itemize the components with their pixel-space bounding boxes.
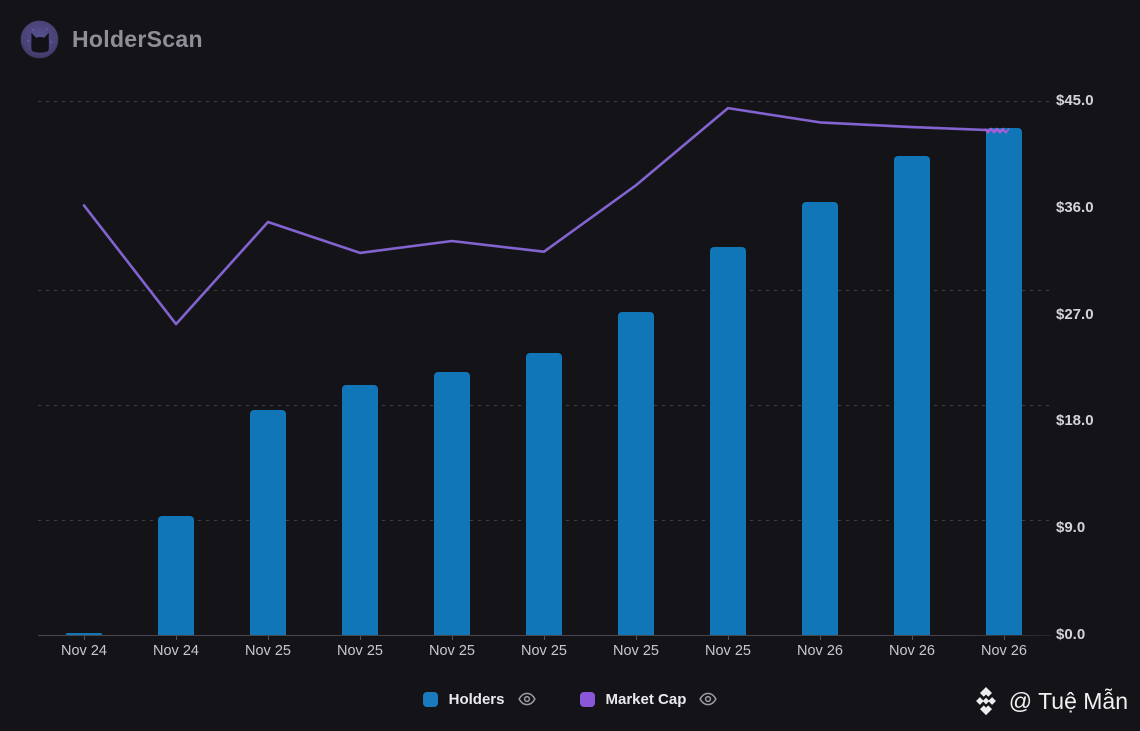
binance-logo-icon — [975, 686, 996, 716]
x-axis-tick — [268, 636, 269, 640]
legend-item-holders[interactable]: Holders — [422, 690, 536, 708]
x-axis-label: Nov 25 — [429, 643, 475, 659]
y-axis-label: $45.0 — [1056, 92, 1094, 109]
x-axis-line — [38, 635, 1051, 636]
y-axis-label: $0.0 — [1056, 626, 1086, 643]
legend-label: Holders — [448, 690, 505, 708]
legend-swatch — [422, 691, 438, 707]
x-axis-tick — [176, 636, 177, 640]
holders-bar[interactable] — [434, 371, 470, 635]
x-axis-label: Nov 26 — [981, 643, 1027, 659]
x-axis-tick — [820, 636, 821, 640]
x-axis-label: Nov 25 — [613, 643, 659, 659]
eye-icon[interactable] — [697, 690, 718, 708]
holders-bar[interactable] — [342, 384, 378, 635]
holders-bar[interactable] — [158, 516, 194, 635]
holders-bar[interactable] — [250, 409, 286, 635]
brand-title: HolderScan — [72, 26, 203, 52]
x-axis-tick — [360, 636, 361, 640]
y-axis-label: $9.0 — [1056, 519, 1086, 537]
x-axis-tick — [912, 636, 913, 640]
holders-bar[interactable] — [802, 201, 838, 635]
x-axis-tick — [728, 636, 729, 640]
legend-swatch — [579, 691, 595, 707]
x-axis-tick — [544, 636, 545, 640]
holders-bar[interactable] — [986, 128, 1022, 635]
x-axis-tick — [636, 636, 637, 640]
x-axis-label: Nov 24 — [153, 643, 199, 659]
legend-item-market-cap[interactable]: Market Cap — [579, 690, 718, 708]
holders-bar[interactable] — [526, 352, 562, 635]
x-axis-label: Nov 25 — [705, 643, 751, 659]
holders-bar[interactable] — [894, 155, 930, 635]
market-cap-line[interactable] — [82, 106, 1006, 326]
x-axis-label: Nov 25 — [245, 643, 291, 659]
x-axis-tick — [452, 636, 453, 640]
x-axis-label: Nov 26 — [797, 643, 843, 659]
gridline — [38, 101, 1050, 102]
holderscan-cat-logo-icon — [20, 20, 59, 59]
holders-bar[interactable] — [66, 632, 102, 635]
chart-legend: Holders Market Cap — [0, 690, 1140, 708]
watermark-handle: @ Tuệ Mẫn — [1008, 687, 1128, 714]
eye-icon[interactable] — [516, 690, 536, 708]
y-axis-label: $36.0 — [1056, 198, 1094, 216]
x-axis-label: Nov 26 — [889, 643, 935, 659]
legend-label: Market Cap — [605, 690, 687, 708]
holders-bar[interactable] — [710, 246, 746, 635]
y-axis-label: $18.0 — [1056, 412, 1094, 430]
x-axis-label: Nov 25 — [337, 643, 383, 659]
x-axis-tick — [1004, 636, 1005, 640]
y-axis-label: $27.0 — [1056, 305, 1094, 323]
x-axis-label: Nov 25 — [521, 643, 567, 659]
x-axis-tick — [84, 636, 85, 640]
holders-bar[interactable] — [618, 312, 654, 635]
watermark: @ Tuệ Mẫn — [971, 686, 1128, 716]
app-header: HolderScan — [20, 20, 203, 59]
x-axis-label: Nov 24 — [61, 643, 107, 659]
